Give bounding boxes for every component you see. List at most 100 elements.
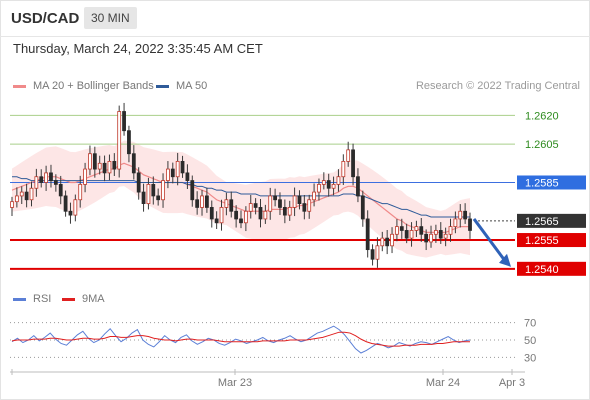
- candle-bear: [214, 218, 219, 224]
- candle: [224, 192, 229, 216]
- candle-bull: [97, 162, 102, 170]
- candle-bear: [356, 176, 360, 197]
- candle-bear: [122, 111, 126, 132]
- candle: [102, 155, 107, 182]
- candle: [97, 155, 102, 175]
- x-tick-label: Mar 23: [218, 377, 252, 389]
- legend-ma20-label: MA 20 + Bollinger Bands: [33, 80, 154, 92]
- candle-bull: [458, 210, 463, 220]
- candle-bear: [326, 180, 331, 189]
- candle-bear: [365, 218, 370, 251]
- legend-rsi-label: RSI: [33, 293, 52, 305]
- forecast-arrow-shaft: [472, 218, 507, 262]
- candle: [58, 175, 63, 205]
- rsi-swatch: [13, 297, 26, 301]
- candle: [438, 222, 443, 244]
- candle-bull: [390, 233, 394, 247]
- candle-bull: [107, 160, 112, 174]
- ma50-line: [12, 176, 470, 218]
- candle: [29, 181, 34, 207]
- candle: [175, 152, 180, 186]
- candle: [49, 164, 53, 188]
- candle-bull: [307, 199, 312, 212]
- ma50-swatch: [156, 84, 169, 88]
- candle-bull: [336, 176, 341, 185]
- candle: [453, 211, 458, 234]
- candle-bear: [297, 195, 302, 204]
- candle-bull: [248, 203, 253, 212]
- candle-bear: [239, 218, 243, 224]
- candle: [258, 198, 263, 228]
- candle: [131, 145, 136, 180]
- candle-bear: [253, 203, 258, 208]
- candle-bull: [331, 184, 336, 189]
- candle: [88, 145, 92, 176]
- candle: [44, 165, 49, 191]
- candle: [307, 194, 312, 219]
- candle-bear: [370, 249, 375, 260]
- candle-bull: [453, 218, 458, 228]
- candle-bull: [433, 230, 438, 235]
- candle-bear: [419, 226, 424, 235]
- candle: [78, 175, 83, 208]
- level-label-pivot-bg: [517, 175, 586, 190]
- credit-text: Research © 2022 Trading Central: [415, 80, 580, 92]
- candle: [151, 176, 156, 205]
- candle-bear: [463, 210, 468, 220]
- candle: [166, 161, 170, 189]
- candle: [107, 154, 112, 181]
- 9ma-swatch: [62, 297, 75, 301]
- level-label-support: 1.2540: [525, 264, 559, 276]
- timeframe-button[interactable]: 30 MIN: [84, 7, 137, 29]
- candle-bear: [468, 218, 472, 231]
- candle-bear: [151, 184, 156, 197]
- candle-bear: [190, 180, 195, 201]
- current-price-label: 1.2565: [525, 216, 559, 228]
- candle: [209, 200, 214, 228]
- candle: [170, 162, 175, 184]
- candle-bear: [53, 180, 58, 185]
- candle-bull: [429, 233, 433, 243]
- candle-bear: [351, 149, 355, 178]
- candle: [385, 230, 390, 255]
- candle: [14, 187, 19, 208]
- candle: [248, 194, 253, 219]
- candle-bear: [68, 210, 73, 216]
- candle: [219, 199, 224, 231]
- ma20-swatch: [13, 84, 26, 88]
- candle-bull: [287, 207, 292, 216]
- candle-bear: [49, 172, 53, 181]
- candle: [112, 153, 117, 177]
- candle-bull: [161, 180, 165, 201]
- candle-bull: [219, 207, 224, 224]
- candle: [458, 204, 463, 228]
- candle: [92, 146, 97, 178]
- candle: [195, 191, 200, 215]
- candle-bull: [200, 195, 204, 208]
- candle-bear: [385, 237, 390, 247]
- candle: [351, 143, 355, 186]
- candle: [185, 164, 190, 190]
- candle: [302, 194, 307, 220]
- candle: [127, 125, 131, 163]
- candle: [39, 169, 44, 188]
- candle-bear: [156, 195, 161, 201]
- level-label-target: 1.2620: [525, 110, 559, 122]
- candle: [146, 177, 151, 210]
- candle-bull: [380, 237, 385, 247]
- candle-bear: [180, 160, 185, 174]
- candle-bear: [209, 207, 214, 220]
- legend-rsi: RSI: [13, 293, 51, 305]
- x-axis: Mar 23 Mar 24 Apr 3: [10, 369, 525, 389]
- candle-bear: [170, 168, 175, 178]
- candle: [136, 167, 141, 200]
- candle: [287, 200, 292, 221]
- legend-ma20: MA 20 + Bollinger Bands: [13, 80, 154, 92]
- candle: [68, 202, 73, 224]
- candle: [463, 203, 468, 224]
- level-label-pivot: 1.2585: [525, 177, 559, 189]
- candle-bear: [141, 191, 146, 204]
- rsi-tick-label: 50: [524, 335, 536, 347]
- candle-bear: [234, 210, 239, 220]
- current-price-label-bg: [517, 213, 586, 228]
